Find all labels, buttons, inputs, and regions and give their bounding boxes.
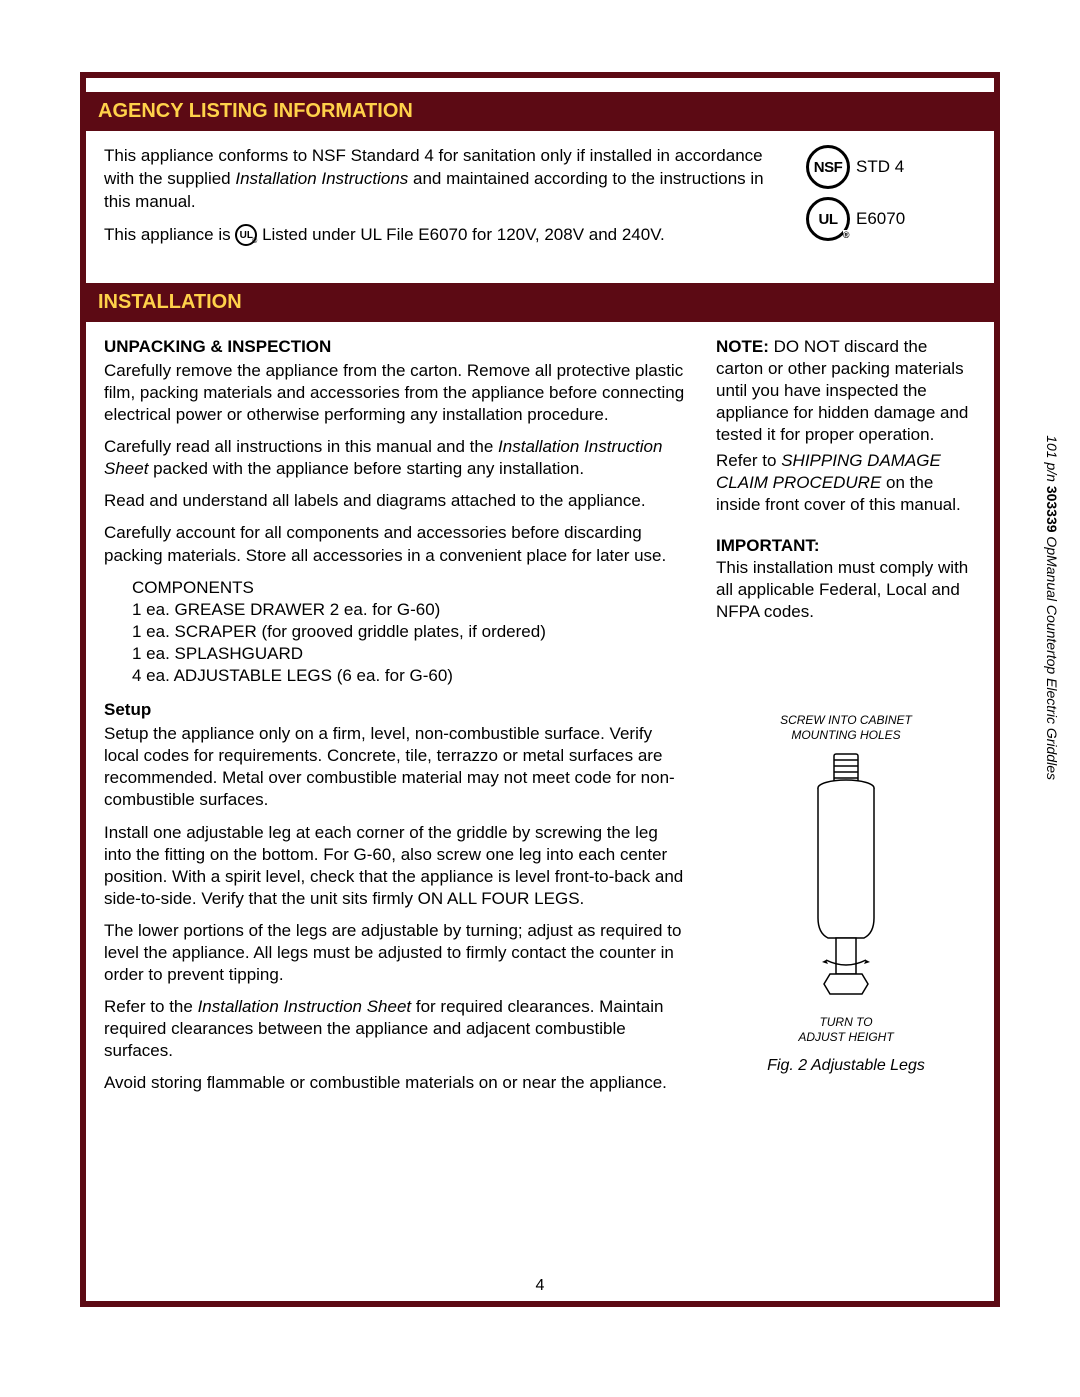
ul-icon: UL® (806, 197, 850, 241)
text: OpManual Countertop Electric Griddles (1044, 533, 1060, 780)
unpack-p3: Read and understand all labels and diagr… (104, 490, 688, 512)
important-para: IMPORTANT: This installation must comply… (716, 535, 976, 623)
text-italic: Installation Instruction Sheet (198, 997, 412, 1016)
ul-label: E6070 (856, 209, 905, 229)
leg-diagram-icon (786, 748, 906, 1008)
text: This appliance is (104, 225, 235, 244)
header-agency: AGENCY LISTING INFORMATION (86, 92, 994, 131)
heading-setup: Setup (104, 699, 688, 721)
text: Refer to the (104, 997, 198, 1016)
unpack-p4: Carefully account for all components and… (104, 522, 688, 566)
fig-caption: Fig. 2 Adjustable Legs (716, 1056, 976, 1077)
setup-p5: Avoid storing flammable or combustible m… (104, 1072, 688, 1094)
agency-text-block: This appliance conforms to NSF Standard … (104, 145, 786, 257)
text: This installation must comply with all a… (716, 558, 968, 621)
figure-adjustable-legs: SCREW INTO CABINET MOUNTING HOLES (716, 713, 976, 1077)
heading-unpacking: UNPACKING & INSPECTION (104, 336, 688, 358)
side-margin-note: 101 p/n 303339 OpManual Countertop Elect… (1044, 435, 1060, 780)
installation-content: UNPACKING & INSPECTION Carefully remove … (86, 336, 994, 1105)
text: packed with the appliance before startin… (148, 459, 584, 478)
fig-bot-label: TURN TO ADJUST HEIGHT (716, 1015, 976, 1046)
component-item: 1 ea. SCRAPER (for grooved griddle plate… (132, 621, 688, 643)
ul-cert: UL® E6070 (806, 197, 976, 241)
text: 101 p/n (1044, 435, 1060, 486)
agency-para-1: This appliance conforms to NSF Standard … (104, 145, 786, 214)
setup-p2: Install one adjustable leg at each corne… (104, 822, 688, 910)
install-right-column: NOTE: DO NOT discard the carton or other… (716, 336, 976, 1105)
note-para-2: Refer to SHIPPING DAMAGE CLAIM PROCEDURE… (716, 450, 976, 516)
important-heading: IMPORTANT: (716, 535, 976, 557)
component-item: 4 ea. ADJUSTABLE LEGS (6 ea. for G-60) (132, 665, 688, 687)
agency-para-2: This appliance is UL® Listed under UL Fi… (104, 224, 786, 247)
ul-inline-icon: UL® (235, 224, 257, 246)
header-installation: INSTALLATION (86, 283, 994, 322)
components-heading: COMPONENTS (132, 577, 688, 599)
agency-content: This appliance conforms to NSF Standard … (86, 145, 994, 269)
page-number: 4 (528, 1277, 553, 1295)
setup-p1: Setup the appliance only on a firm, leve… (104, 723, 688, 811)
text-italic: Installation Instructions (235, 169, 408, 188)
unpack-p2: Carefully read all instructions in this … (104, 436, 688, 480)
certification-column: NSF STD 4 UL® E6070 (806, 145, 976, 249)
install-left-column: UNPACKING & INSPECTION Carefully remove … (104, 336, 688, 1105)
unpack-p1: Carefully remove the appliance from the … (104, 360, 688, 426)
text: Carefully read all instructions in this … (104, 437, 498, 456)
setup-p4: Refer to the Installation Instruction Sh… (104, 996, 688, 1062)
component-item: 1 ea. GREASE DRAWER 2 ea. for G-60) (132, 599, 688, 621)
part-number: 303339 (1044, 486, 1060, 533)
text: Refer to (716, 451, 781, 470)
components-list: COMPONENTS 1 ea. GREASE DRAWER 2 ea. for… (132, 577, 688, 687)
nsf-cert: NSF STD 4 (806, 145, 976, 189)
setup-p3: The lower portions of the legs are adjus… (104, 920, 688, 986)
note-para: NOTE: DO NOT discard the carton or other… (716, 336, 976, 446)
fig-top-label: SCREW INTO CABINET MOUNTING HOLES (716, 713, 976, 744)
note-heading: NOTE: (716, 337, 769, 356)
nsf-icon: NSF (806, 145, 850, 189)
nsf-label: STD 4 (856, 157, 904, 177)
component-item: 1 ea. SPLASHGUARD (132, 643, 688, 665)
text: Listed under UL File E6070 for 120V, 208… (257, 225, 664, 244)
manual-page: AGENCY LISTING INFORMATION This applianc… (80, 72, 1000, 1307)
